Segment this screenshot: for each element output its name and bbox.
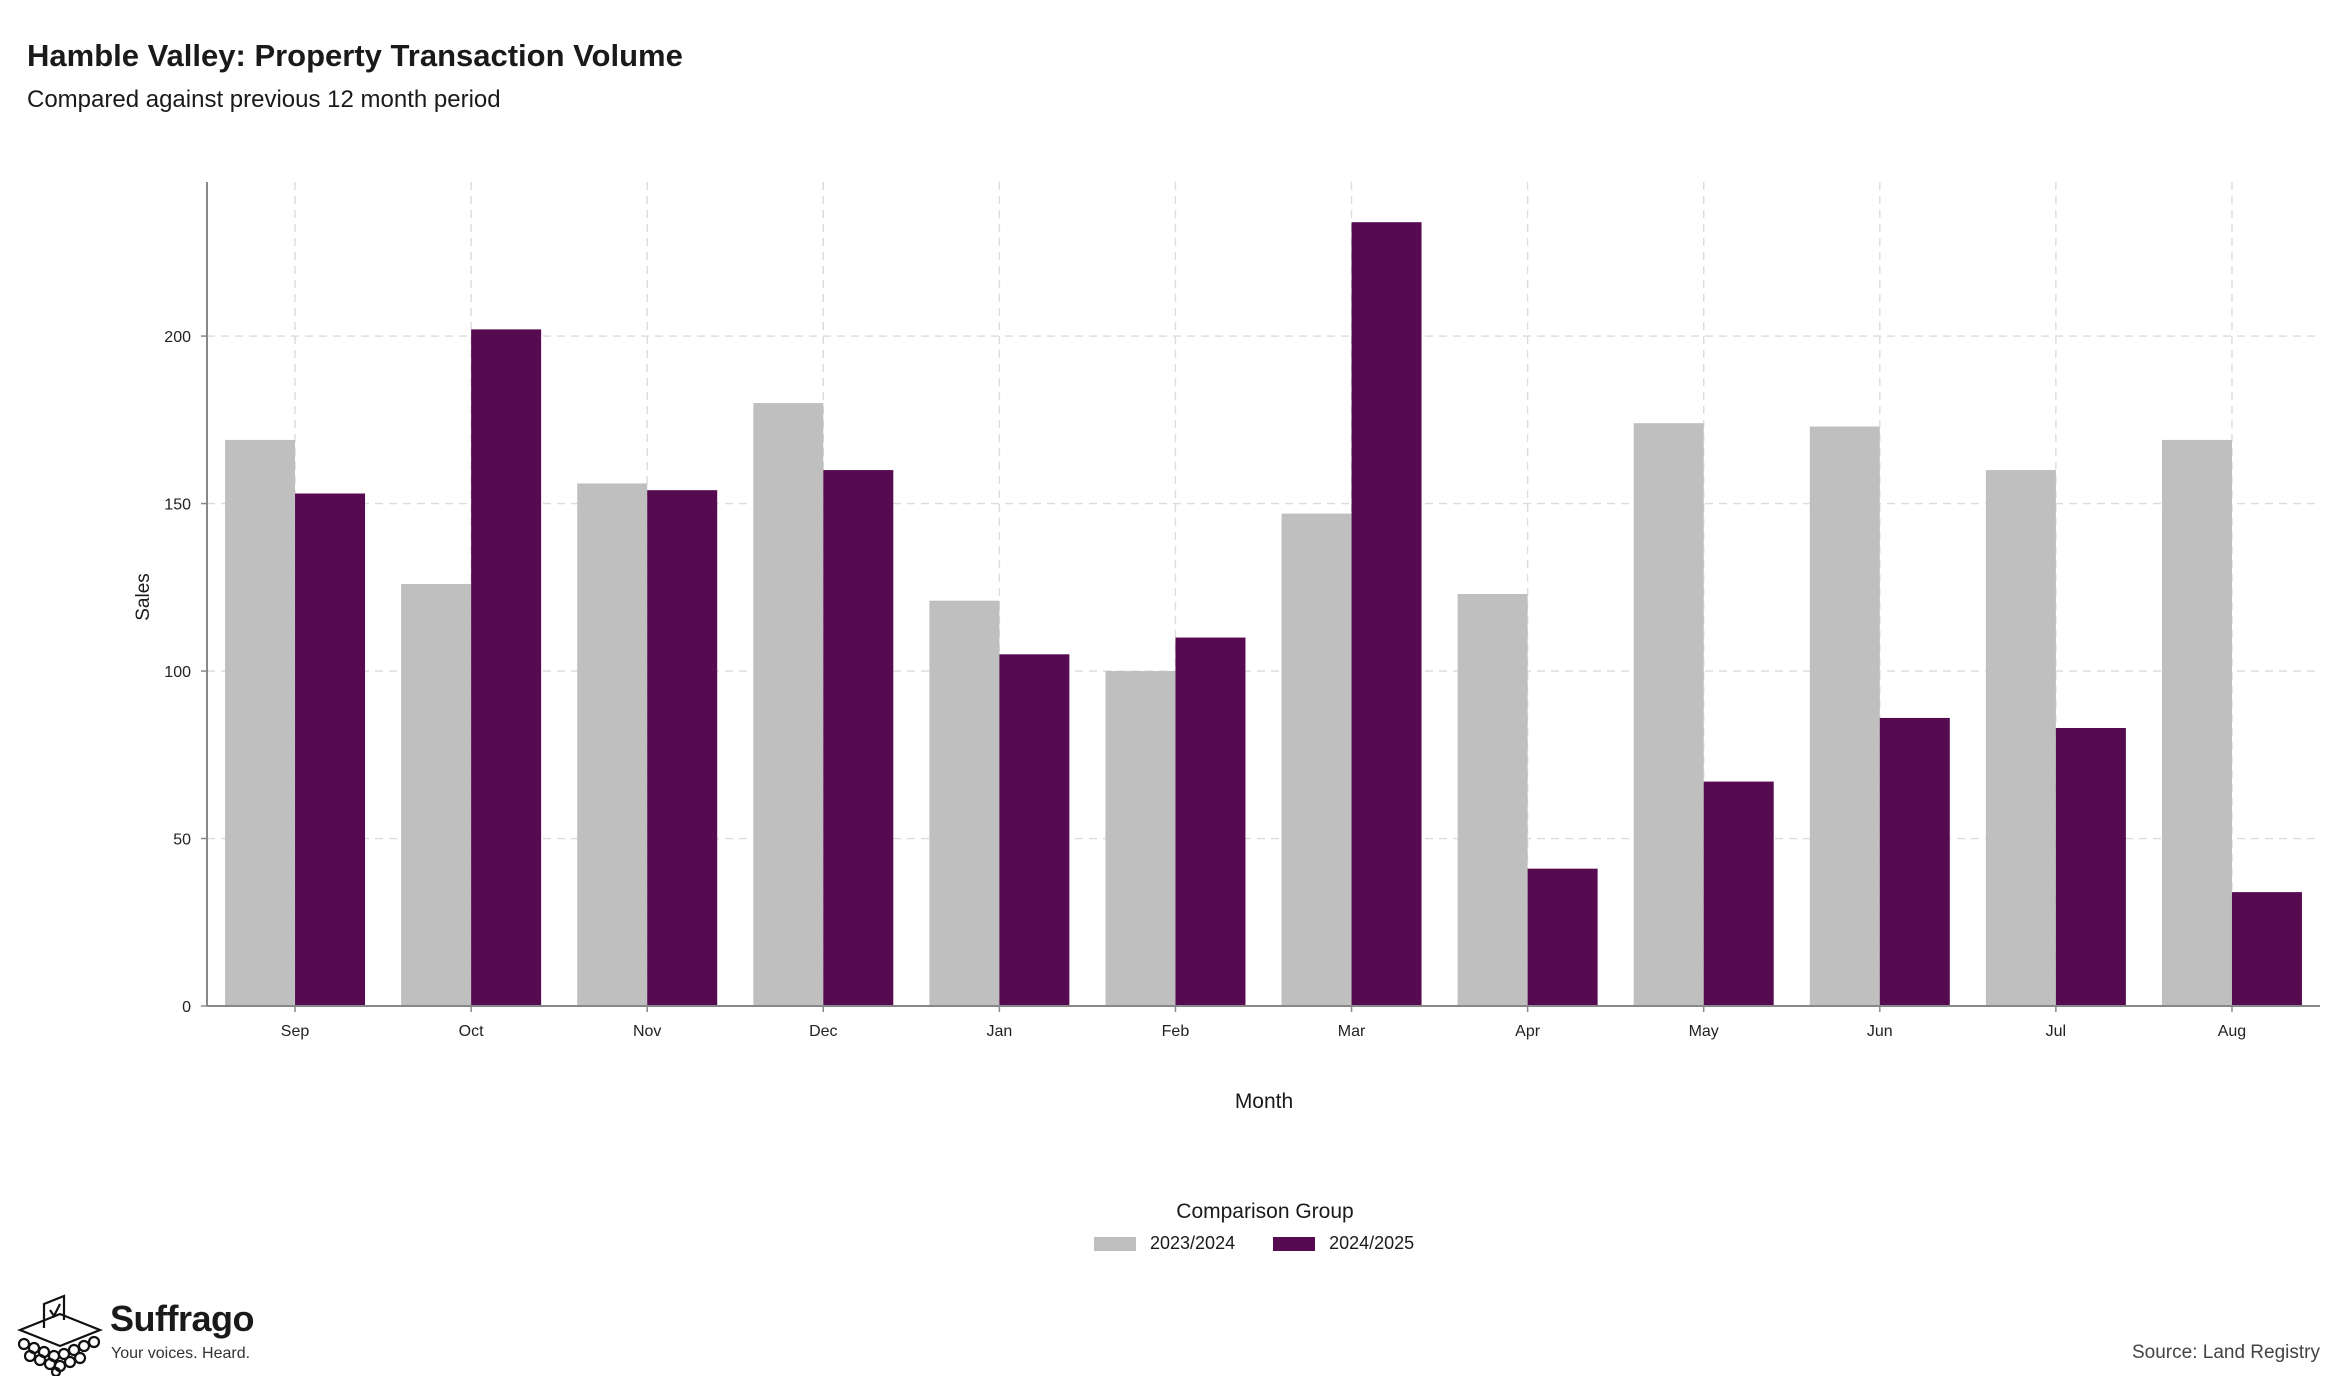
source-note: Source: Land Registry [2132,1342,2320,1363]
bar-2023-2024-aug [2161,439,2232,1006]
y-tick-label: 50 [173,832,191,849]
legend-label: 2024/2025 [1329,1233,1415,1253]
bar-2024-2025-aug [2231,892,2302,1006]
bar-2024-2025-feb [1175,637,1246,1006]
chart-subtitle: Compared against previous 12 month perio… [27,86,501,113]
bar-2023-2024-jul [1985,470,2056,1006]
bar-2024-2025-apr [1527,868,1598,1006]
x-tick-label: Nov [633,1023,661,1040]
brand-tagline: Your voices. Heard. [111,1345,251,1362]
bar-2023-2024-sep [225,439,296,1006]
legend-title: Comparison Group [1176,1200,1354,1223]
bar-2023-2024-apr [1457,594,1528,1006]
x-tick-label: Oct [459,1023,484,1040]
y-tick-label: 0 [182,999,191,1016]
bar-chart: 0 50 100 150 200 Sep Oct Nov Dec Jan Feb Mar Apr May J… [133,182,2320,1113]
x-tick-label: Apr [1515,1023,1541,1040]
legend-swatch [1273,1236,1316,1251]
bar-2024-2025-mar [1351,222,1422,1006]
y-axis-label: Sales [133,573,154,621]
legend: 2023/2024 2024/2025 [1094,1233,1452,1254]
bar-2023-2024-jun [1809,426,1880,1006]
bar-2024-2025-sep [295,493,366,1006]
bar-2023-2024-nov [577,483,648,1007]
bar-2023-2024-dec [753,403,824,1006]
y-tick-label: 100 [164,664,191,681]
x-tick-label: Dec [809,1023,837,1040]
x-tick-label: Jun [1867,1023,1893,1040]
bar-2024-2025-may [1703,781,1774,1006]
legend-item-2023-2024: 2023/2024 [1094,1233,1235,1254]
bar-2023-2024-may [1633,423,1704,1006]
bar-2023-2024-mar [1281,513,1352,1006]
x-tick-label: Sep [281,1023,310,1040]
ballot-box-icon [17,1294,103,1376]
x-axis-label: Month [1235,1090,1293,1113]
chart-title: Hamble Valley: Property Transaction Volu… [27,38,683,73]
bar-2023-2024-jan [929,600,1000,1006]
x-tick-label: Jan [986,1023,1012,1040]
brand-name: Suffrago [110,1298,255,1339]
bar-2024-2025-nov [647,490,718,1006]
x-tick-label: Jul [2046,1023,2066,1040]
bar-2024-2025-jul [2055,727,2126,1006]
x-tick-label: Feb [1162,1023,1190,1040]
x-tick-label: Mar [1338,1023,1366,1040]
legend-label: 2023/2024 [1150,1233,1236,1253]
x-tick-label: Aug [2218,1023,2246,1040]
y-tick-label: 200 [164,329,191,346]
bar-2024-2025-jan [999,654,1070,1006]
bar-2024-2025-jun [1879,717,1950,1006]
legend-swatch [1094,1236,1136,1251]
bar-2023-2024-feb [1105,671,1176,1006]
bar-2024-2025-dec [823,470,894,1006]
legend-item-2024-2025: 2024/2025 [1273,1233,1414,1254]
bar-2023-2024-oct [401,583,472,1006]
x-tick-label: May [1689,1023,1719,1040]
bar-2024-2025-oct [471,329,542,1007]
y-tick-label: 150 [164,497,191,514]
